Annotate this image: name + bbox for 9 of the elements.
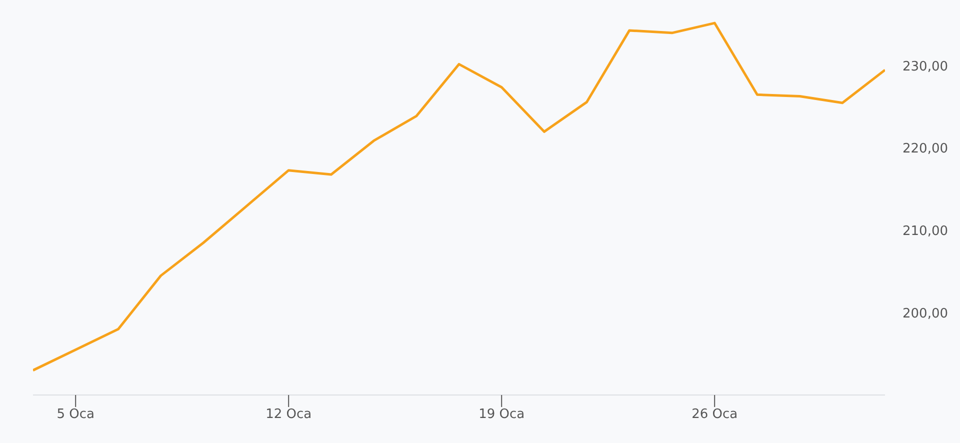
x-tick-label: 5 Oca xyxy=(56,407,94,422)
x-tick-label: 19 Oca xyxy=(478,407,525,422)
line-series xyxy=(33,22,885,372)
y-tick-label: 210,00 xyxy=(902,224,948,240)
y-tick-label: 230,00 xyxy=(902,59,948,74)
y-tick-label: 200,00 xyxy=(902,306,948,322)
y-tick-label: 220,00 xyxy=(902,142,948,157)
x-tick-label: 12 Oca xyxy=(266,407,312,422)
x-tick-label: 26 Oca xyxy=(692,407,738,422)
